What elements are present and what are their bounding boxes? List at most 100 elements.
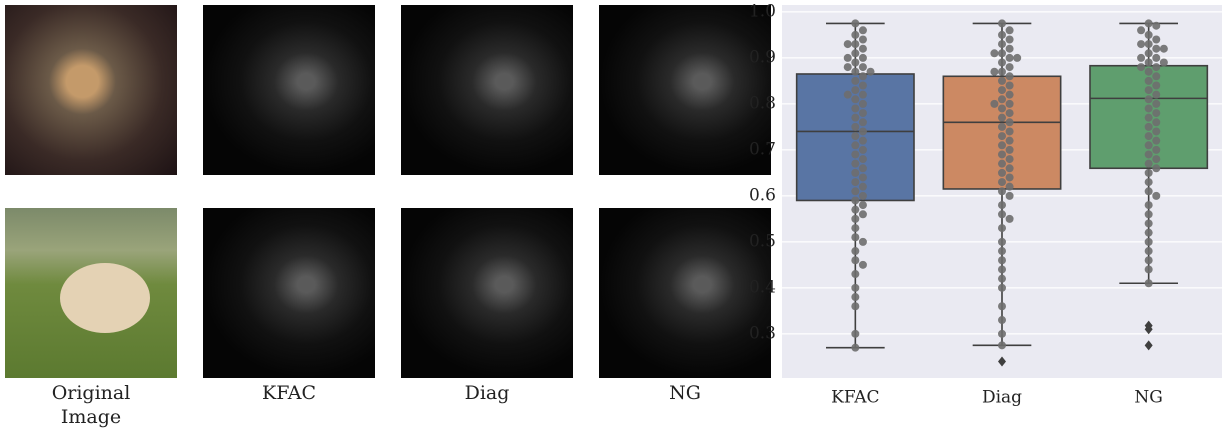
swarm-point: [998, 67, 1006, 76]
swarm-point: [998, 58, 1006, 67]
swarm-point: [1137, 63, 1146, 72]
swarm-point: [998, 341, 1006, 350]
swarm-point: [998, 132, 1006, 141]
swarm-point: [851, 178, 860, 187]
swarm-point: [851, 141, 860, 150]
swarm-point: [851, 270, 860, 279]
swarm-point: [990, 99, 999, 108]
swarm-point: [858, 237, 867, 246]
swarm-point: [1144, 30, 1153, 39]
swarm-point: [998, 329, 1006, 338]
swarm-point: [1144, 67, 1153, 76]
swarm-point: [1144, 150, 1153, 159]
swarm-point: [858, 164, 867, 173]
swarm-point: [1144, 113, 1153, 122]
swarm-point: [858, 109, 867, 118]
swarm-point: [851, 343, 860, 352]
swarm-point: [998, 237, 1006, 246]
swarm-point: [851, 67, 860, 76]
swarm-point: [851, 302, 860, 311]
swarm-point: [1013, 53, 1022, 62]
swarm-point: [1137, 53, 1146, 62]
swarm-point: [858, 26, 867, 35]
swarm-point: [1005, 72, 1014, 81]
swarm-point: [1144, 19, 1153, 28]
swarm-point: [1152, 164, 1161, 173]
swarm-point: [1152, 191, 1161, 200]
swarm-point: [998, 141, 1006, 150]
swarm-point: [1159, 44, 1168, 53]
swarm-point: [858, 173, 867, 182]
x-tick-label: Diag: [982, 388, 1022, 408]
swarm-point: [851, 196, 860, 205]
swarm-point: [851, 256, 860, 265]
swarm-point: [851, 58, 860, 67]
swarm-point: [851, 49, 860, 58]
swarm-point: [858, 136, 867, 145]
y-tick-label: 0.3: [749, 323, 776, 343]
swarm-point: [1144, 201, 1153, 210]
swarm-point: [1144, 228, 1153, 237]
saliency-map: [599, 5, 771, 175]
swarm-point: [1144, 141, 1153, 150]
swarm-point: [1005, 53, 1014, 62]
swarm-point: [858, 90, 867, 99]
swarm-point: [998, 113, 1006, 122]
swarm-point: [1152, 99, 1161, 108]
saliency-map: [203, 208, 375, 378]
swarm-point: [1152, 63, 1161, 72]
swarm-point: [851, 247, 860, 256]
swarm-point: [851, 214, 860, 223]
swarm-point: [998, 150, 1006, 159]
swarm-point: [851, 122, 860, 131]
swarm-point: [998, 283, 1006, 292]
swarm-point: [851, 293, 860, 302]
swarm-point: [1005, 155, 1014, 164]
swarm-point: [1159, 58, 1168, 67]
swarm-point: [858, 127, 867, 136]
swarm-point: [851, 329, 860, 338]
swarm-point: [1152, 136, 1161, 145]
swarm-point: [858, 63, 867, 72]
swarm-point: [858, 99, 867, 108]
swarm-point: [858, 182, 867, 191]
swarm-point: [1144, 210, 1153, 219]
x-tick-label: NG: [1134, 388, 1162, 408]
swarm-point: [1144, 168, 1153, 177]
swarm-point: [1005, 118, 1014, 127]
swarm-point: [1005, 35, 1014, 44]
column-label: Original Image: [51, 382, 131, 428]
swarm-point: [1005, 173, 1014, 182]
swarm-point: [851, 30, 860, 39]
swarm-point: [1144, 40, 1153, 49]
swarm-point: [851, 187, 860, 196]
swarm-point: [998, 40, 1006, 49]
swarm-point: [858, 118, 867, 127]
swarm-point: [998, 168, 1006, 177]
swarm-point: [998, 265, 1006, 274]
swarm-point: [851, 283, 860, 292]
swarm-point: [851, 233, 860, 242]
outlier: [998, 356, 1006, 367]
swarm-point: [1152, 53, 1161, 62]
swarm-point: [1152, 44, 1161, 53]
swarm-point: [1005, 26, 1014, 35]
swarm-point: [1144, 58, 1153, 67]
swarm-point: [990, 49, 999, 58]
swarm-point: [998, 30, 1006, 39]
swarm-point: [843, 90, 852, 99]
saliency-map: [401, 5, 573, 175]
saliency-map: [203, 5, 375, 175]
y-tick-label: 0.9: [749, 47, 776, 67]
swarm-point: [843, 63, 852, 72]
swarm-point: [1005, 191, 1014, 200]
swarm-point: [1005, 127, 1014, 136]
swarm-point: [866, 67, 875, 76]
outlier: [1144, 324, 1153, 335]
swarm-point: [998, 210, 1006, 219]
swarm-point: [1144, 159, 1153, 168]
swarm-point: [851, 168, 860, 177]
swarm-point: [998, 302, 1006, 311]
swarm-point: [998, 256, 1006, 265]
